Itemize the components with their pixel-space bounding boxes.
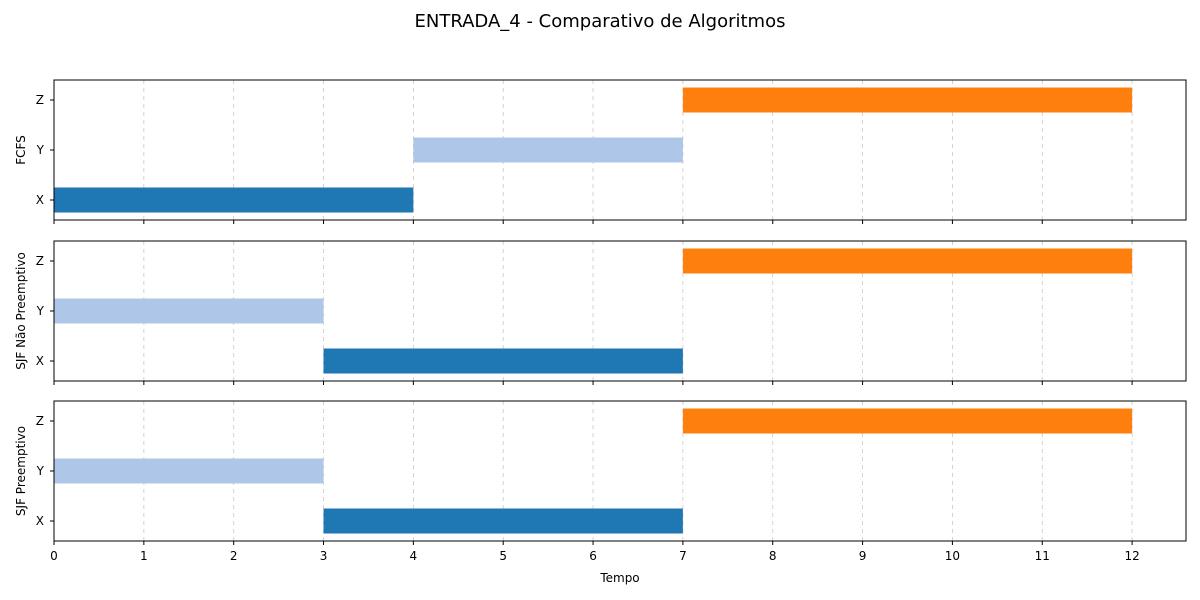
x-tick-label: 2	[230, 549, 238, 563]
bar-x	[323, 348, 683, 374]
y-tick-label: X	[36, 193, 44, 207]
y-tick-label: Z	[36, 414, 44, 428]
x-tick-label: 7	[679, 549, 687, 563]
chart-title: ENTRADA_4 - Comparativo de Algoritmos	[415, 11, 786, 32]
y-tick-label: Z	[36, 93, 44, 107]
y-axis-title: FCFS	[14, 135, 28, 165]
bar-z	[682, 87, 1133, 113]
x-tick-label: 3	[320, 549, 328, 563]
x-tick-label: 11	[1035, 549, 1050, 563]
x-axis-title: Tempo	[599, 571, 639, 585]
x-tick-label: 8	[769, 549, 777, 563]
bar-z	[682, 408, 1133, 434]
y-tick-label: Y	[36, 304, 45, 318]
x-tick-label: 1	[140, 549, 148, 563]
y-tick-label: Z	[36, 254, 44, 268]
x-tick-label: 5	[499, 549, 507, 563]
x-tick-label: 0	[50, 549, 58, 563]
bar-y	[54, 458, 324, 484]
panel-1: X Y Z SJF Não Preemptivo	[14, 240, 1187, 385]
y-tick-label: X	[36, 354, 44, 368]
y-tick-label: Y	[36, 143, 45, 157]
x-tick-label: 10	[945, 549, 960, 563]
y-tick-label: Y	[36, 464, 45, 478]
panel-0: X Y Z FCFS	[14, 79, 1187, 224]
y-axis-title: SJF Não Preemptivo	[14, 252, 28, 370]
x-tick-label: 4	[410, 549, 418, 563]
y-tick-label: X	[36, 514, 44, 528]
y-axis-title: SJF Preemptivo	[14, 426, 28, 516]
x-tick-label: 12	[1124, 549, 1139, 563]
bar-x	[323, 508, 683, 534]
bar-y	[413, 137, 683, 163]
bar-y	[54, 298, 324, 324]
x-tick-label: 6	[589, 549, 597, 563]
bar-z	[682, 248, 1133, 274]
bar-x	[54, 187, 414, 213]
x-tick-label: 9	[859, 549, 867, 563]
